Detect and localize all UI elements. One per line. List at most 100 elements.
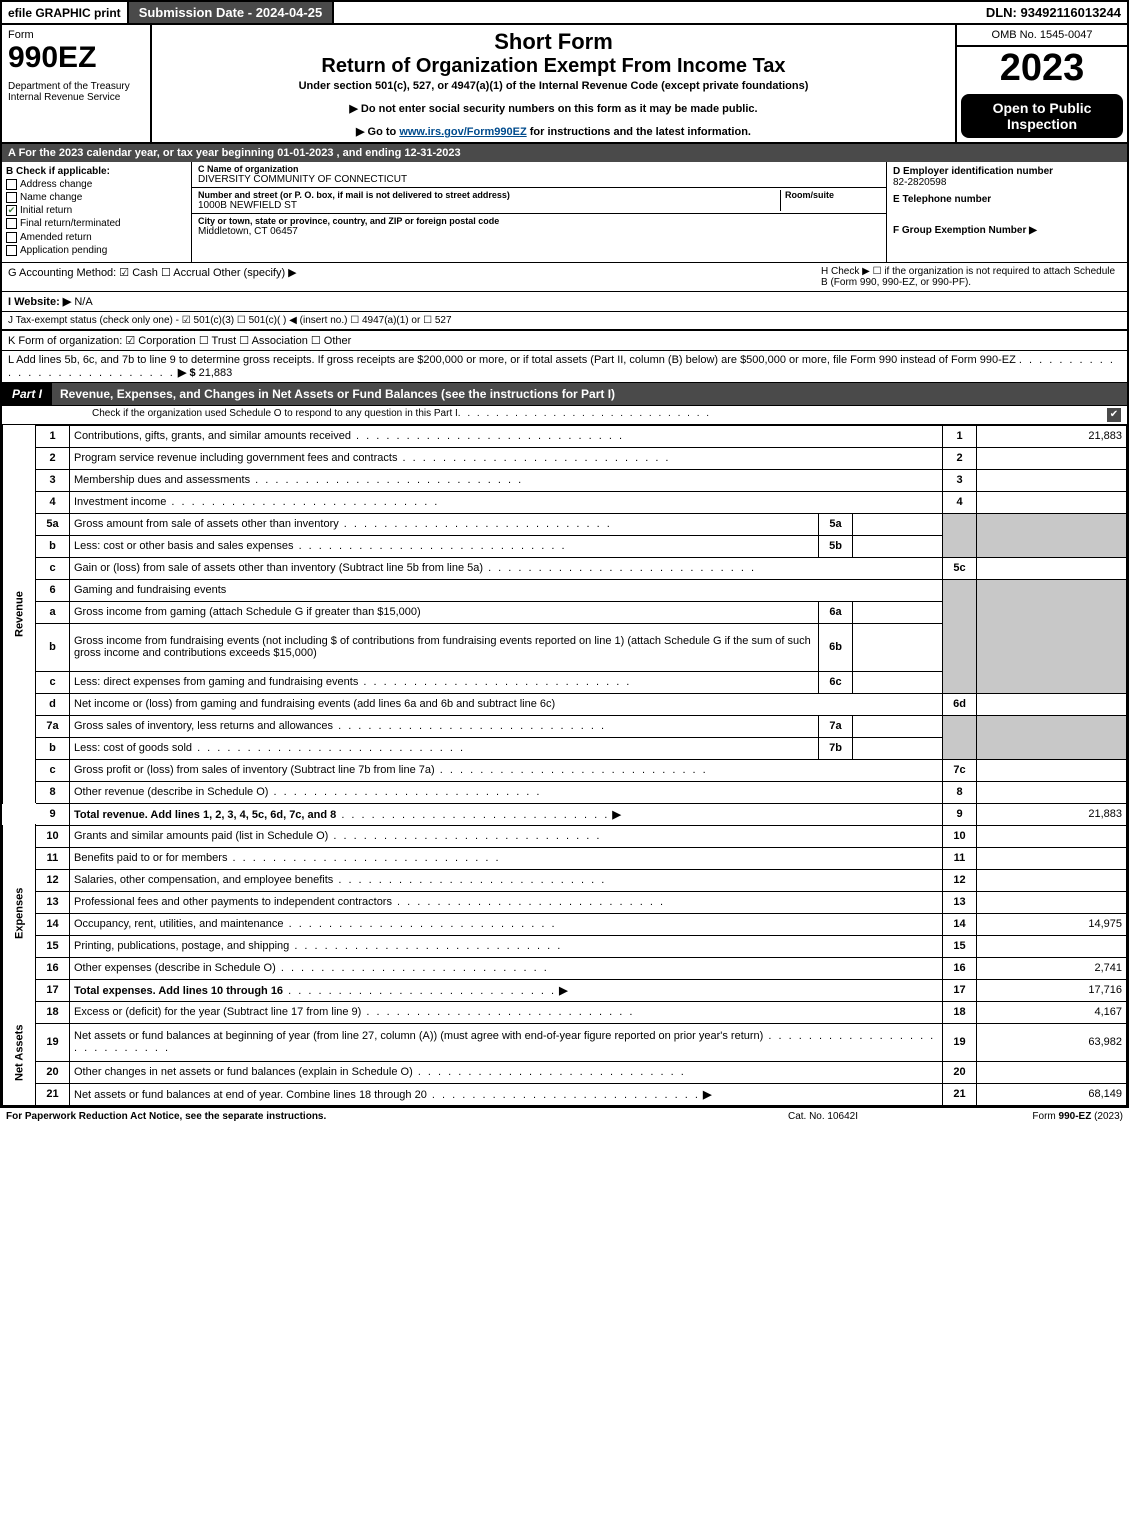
val-12 xyxy=(977,869,1127,891)
val-9: 21,883 xyxy=(977,803,1127,825)
desc-12: Salaries, other compensation, and employ… xyxy=(70,869,943,891)
form-subtitle: Under section 501(c), 527, or 4947(a)(1)… xyxy=(160,80,947,92)
omb-number: OMB No. 1545-0047 xyxy=(957,25,1127,47)
chk-final-return[interactable]: Final return/terminated xyxy=(6,218,187,229)
desc-6b: Gross income from fundraising events (no… xyxy=(70,623,819,671)
num-6d: 6d xyxy=(943,693,977,715)
irs-link[interactable]: www.irs.gov/Form990EZ xyxy=(399,126,526,138)
num-21: 21 xyxy=(943,1083,977,1105)
tax-year: 2023 xyxy=(957,47,1127,90)
l-arrow: ▶ $ xyxy=(178,367,196,379)
g-line: G Accounting Method: ☑ Cash ☐ Accrual Ot… xyxy=(2,263,1127,292)
ln-19: 19 xyxy=(36,1023,70,1061)
num-16: 16 xyxy=(943,957,977,979)
sub-7b: 7b xyxy=(819,737,853,759)
ln-4: 4 xyxy=(36,491,70,513)
header-right: OMB No. 1545-0047 2023 Open to Public In… xyxy=(957,25,1127,142)
ein: 82-2820598 xyxy=(893,177,1121,188)
desc-1: Contributions, gifts, grants, and simila… xyxy=(70,425,943,447)
desc-15-text: Printing, publications, postage, and shi… xyxy=(74,940,289,952)
ln-5a: 5a xyxy=(36,513,70,535)
desc-13: Professional fees and other payments to … xyxy=(70,891,943,913)
shadeval-5 xyxy=(977,513,1127,557)
desc-6: Gaming and fundraising events xyxy=(70,579,943,601)
ln-5c: c xyxy=(36,557,70,579)
desc-18: Excess or (deficit) for the year (Subtra… xyxy=(70,1001,943,1023)
org-name: DIVERSITY COMMUNITY OF CONNECTICUT xyxy=(198,174,880,185)
open-inspection: Open to Public Inspection xyxy=(961,94,1123,138)
form-header: Form 990EZ Department of the Treasury In… xyxy=(2,25,1127,144)
form-note-1: ▶ Do not enter social security numbers o… xyxy=(160,102,947,115)
desc-3: Membership dues and assessments xyxy=(70,469,943,491)
part1-title: Revenue, Expenses, and Changes in Net As… xyxy=(52,383,1127,405)
ln-2: 2 xyxy=(36,447,70,469)
chk-name-change[interactable]: Name change xyxy=(6,192,187,203)
part1-header: Part I Revenue, Expenses, and Changes in… xyxy=(2,383,1127,406)
subval-6c xyxy=(853,671,943,693)
num-18: 18 xyxy=(943,1001,977,1023)
desc-10-text: Grants and similar amounts paid (list in… xyxy=(74,830,328,842)
form-title: Return of Organization Exempt From Incom… xyxy=(160,55,947,78)
chk-application-pending-label: Application pending xyxy=(20,245,107,256)
desc-6c: Less: direct expenses from gaming and fu… xyxy=(70,671,819,693)
ln-17: 17 xyxy=(36,979,70,1001)
desc-5c-text: Gain or (loss) from sale of assets other… xyxy=(74,562,483,574)
chk-initial-return[interactable]: Initial return xyxy=(6,205,187,216)
val-6d xyxy=(977,693,1127,715)
c-room-lbl: Room/suite xyxy=(785,190,880,200)
sub-6c: 6c xyxy=(819,671,853,693)
val-21: 68,149 xyxy=(977,1083,1127,1105)
subval-7b xyxy=(853,737,943,759)
desc-13-text: Professional fees and other payments to … xyxy=(74,896,392,908)
chk-application-pending[interactable]: Application pending xyxy=(6,245,187,256)
desc-21: Net assets or fund balances at end of ye… xyxy=(70,1083,943,1105)
chk-final-return-label: Final return/terminated xyxy=(20,219,121,230)
part1-tag: Part I xyxy=(2,383,52,405)
desc-9-text: Total revenue. Add lines 1, 2, 3, 4, 5c,… xyxy=(74,809,336,821)
chk-address-change[interactable]: Address change xyxy=(6,179,187,190)
val-2 xyxy=(977,447,1127,469)
chk-amended-return[interactable]: Amended return xyxy=(6,232,187,243)
num-7c: 7c xyxy=(943,759,977,781)
val-14: 14,975 xyxy=(977,913,1127,935)
ln-8: 8 xyxy=(36,781,70,803)
ln-15: 15 xyxy=(36,935,70,957)
top-bar: efile GRAPHIC print Submission Date - 20… xyxy=(2,2,1127,25)
desc-19: Net assets or fund balances at beginning… xyxy=(70,1023,943,1061)
desc-18-text: Excess or (deficit) for the year (Subtra… xyxy=(74,1006,361,1018)
ln-20: 20 xyxy=(36,1061,70,1083)
num-11: 11 xyxy=(943,847,977,869)
note2-pre: ▶ Go to xyxy=(356,126,399,138)
ln-13: 13 xyxy=(36,891,70,913)
shade-5 xyxy=(943,513,977,557)
j-tax-exempt: J Tax-exempt status (check only one) - ☑… xyxy=(2,312,1127,331)
ln-21: 21 xyxy=(36,1083,70,1105)
ln-14: 14 xyxy=(36,913,70,935)
subval-7a xyxy=(853,715,943,737)
num-15: 15 xyxy=(943,935,977,957)
part1-sub: Check if the organization used Schedule … xyxy=(2,406,1127,425)
ln-6: 6 xyxy=(36,579,70,601)
col-d: D Employer identification number 82-2820… xyxy=(887,162,1127,262)
chk-amended-return-label: Amended return xyxy=(20,232,92,243)
form-word: Form xyxy=(8,29,144,41)
num-8: 8 xyxy=(943,781,977,803)
num-12: 12 xyxy=(943,869,977,891)
part1-sub-text: Check if the organization used Schedule … xyxy=(92,408,458,422)
subval-6b xyxy=(853,623,943,671)
desc-14: Occupancy, rent, utilities, and maintena… xyxy=(70,913,943,935)
desc-5b: Less: cost or other basis and sales expe… xyxy=(70,535,819,557)
val-3 xyxy=(977,469,1127,491)
desc-1-text: Contributions, gifts, grants, and simila… xyxy=(74,430,351,442)
ln-6d: d xyxy=(36,693,70,715)
section-expenses: Expenses xyxy=(3,825,36,1001)
c-name-lbl: C Name of organization xyxy=(198,164,880,174)
ln-16: 16 xyxy=(36,957,70,979)
ln-6c: c xyxy=(36,671,70,693)
bcde-block: B Check if applicable: Address change Na… xyxy=(2,162,1127,263)
desc-14-text: Occupancy, rent, utilities, and maintena… xyxy=(74,918,284,930)
val-20 xyxy=(977,1061,1127,1083)
ln-1: 1 xyxy=(36,425,70,447)
val-7c xyxy=(977,759,1127,781)
dln-label: DLN: 93492116013244 xyxy=(980,2,1127,23)
